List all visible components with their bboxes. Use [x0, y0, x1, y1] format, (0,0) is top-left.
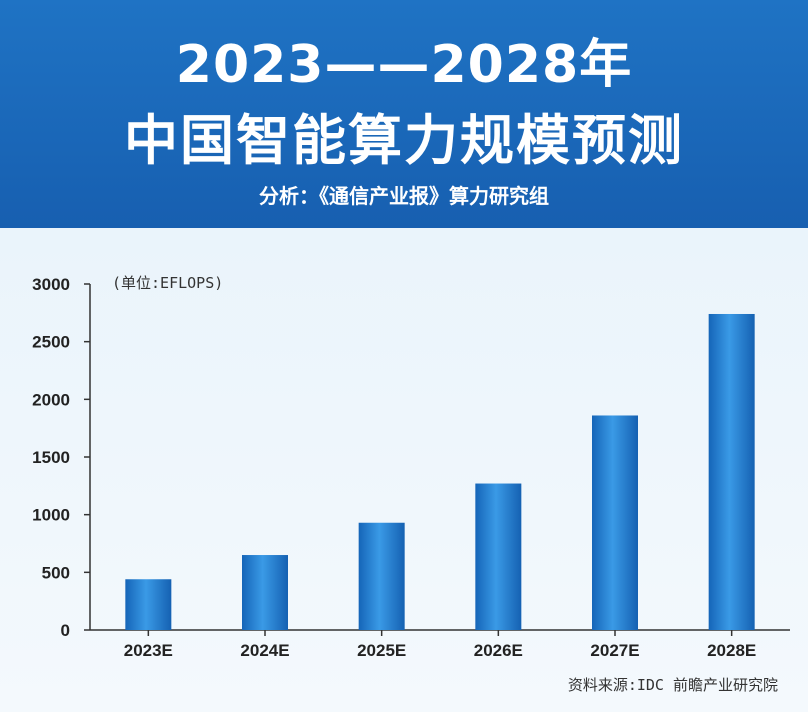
y-axis: 0 500 1000 1500 2000 2500 3000 — [32, 275, 91, 640]
y-tick-label: 3000 — [32, 275, 70, 294]
x-axis: 2023E 2024E 2025E 2026E 2027E 2028E — [90, 629, 790, 660]
title-banner: 2023——2028年 中国智能算力规模预测 分析：《通信产业报》算力研究组 — [0, 0, 808, 228]
chart-subtitle: 分析：《通信产业报》算力研究组 — [259, 184, 549, 208]
y-tick-label: 2500 — [32, 333, 70, 352]
bar-2024E — [242, 555, 288, 630]
bar-2026E — [475, 483, 522, 630]
y-tick-label: 0 — [61, 621, 70, 640]
chart-background — [0, 228, 808, 712]
y-tick-label: 1000 — [32, 506, 70, 525]
y-tick-label: 500 — [42, 563, 70, 582]
x-tick-label: 2028E — [707, 641, 756, 660]
bar-2025E — [358, 522, 405, 630]
x-tick-label: 2026E — [474, 641, 523, 660]
chart-title: 中国智能算力规模预测 — [124, 109, 684, 172]
chart-title-years: 2023——2028年 — [175, 35, 633, 95]
x-tick-label: 2027E — [590, 641, 639, 660]
y-tick-label: 2000 — [32, 390, 70, 409]
bar-2027E — [592, 415, 638, 630]
x-tick-label: 2025E — [357, 641, 406, 660]
x-tick-label: 2023E — [124, 641, 173, 660]
x-tick-label: 2024E — [240, 641, 289, 660]
source-note: 资料来源:IDC 前瞻产业研究院 — [567, 676, 778, 694]
unit-label: (单位:EFLOPS) — [112, 274, 224, 292]
bars — [125, 313, 755, 630]
bar-2023E — [125, 579, 172, 630]
y-tick-label: 1500 — [32, 448, 70, 467]
bar-2028E — [708, 313, 755, 630]
